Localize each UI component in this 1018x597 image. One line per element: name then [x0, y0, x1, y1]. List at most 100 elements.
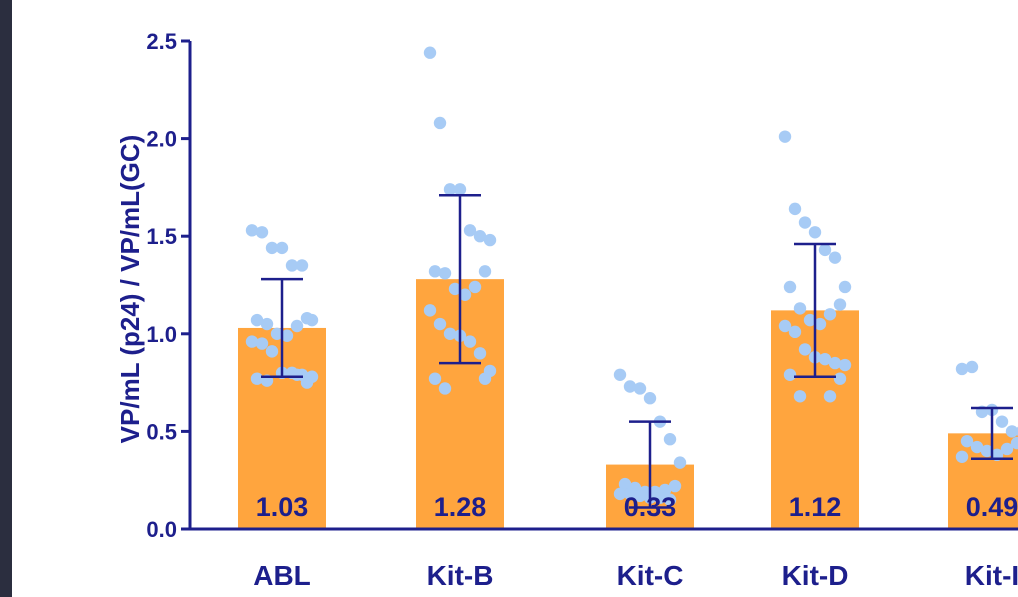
data-point: [788, 325, 802, 339]
data-point: [438, 382, 452, 395]
data-point: [783, 280, 797, 294]
data-point: [818, 352, 832, 366]
data-point: [623, 380, 637, 393]
data-point: [818, 243, 832, 257]
data-point: [428, 372, 442, 385]
data-point: [663, 493, 677, 506]
data-point: [1005, 425, 1018, 438]
data-point: [280, 329, 294, 342]
data-point: [245, 224, 259, 237]
data-point: [955, 362, 969, 376]
data-point: [438, 267, 452, 280]
data-point: [995, 415, 1009, 428]
data-point: [250, 313, 264, 327]
data-point: [473, 347, 487, 360]
data-point: [663, 433, 677, 446]
data-point: [803, 313, 817, 327]
data-point: [965, 360, 979, 374]
data-point: [643, 392, 657, 405]
data-point: [473, 230, 487, 243]
data-point: [813, 317, 827, 331]
data-point: [255, 226, 269, 239]
data-point: [838, 358, 852, 372]
y-tick-label: 0.0: [146, 517, 177, 542]
y-tick-label: 0.5: [146, 419, 177, 444]
data-point: [668, 479, 682, 493]
data-point: [1010, 436, 1018, 450]
data-point: [433, 116, 447, 130]
y-tick-label: 2.5: [146, 29, 177, 54]
data-point: [633, 382, 647, 395]
data-point: [255, 337, 269, 350]
data-point: [788, 202, 802, 216]
data-point: [980, 444, 994, 458]
chart-panel: VP/mL (p24) / VP/mL(GC) 1.03 1.28 0.33 1.12 0…: [12, 0, 1018, 597]
data-point: [970, 440, 984, 454]
data-point: [433, 317, 447, 331]
data-point: [960, 434, 974, 448]
data-point: [478, 372, 492, 385]
data-point: [613, 487, 627, 501]
data-point: [778, 319, 792, 333]
data-point: [260, 317, 274, 331]
bar-value-label-2: 0.33: [624, 492, 677, 522]
data-point: [453, 183, 467, 196]
y-tick-label: 1.5: [146, 224, 177, 249]
bar-value-label-0: 1.03: [256, 492, 309, 522]
data-point: [793, 390, 807, 403]
y-tick-label: 1.0: [146, 322, 177, 347]
data-point: [613, 368, 627, 381]
category-label-0: ABL: [253, 560, 311, 591]
data-point: [463, 335, 477, 348]
data-point: [483, 233, 497, 247]
data-point: [468, 280, 482, 294]
data-point: [423, 304, 437, 317]
y-tick-label: 2.0: [146, 127, 177, 152]
bar-value-label-1: 1.28: [434, 492, 487, 522]
data-point: [1000, 442, 1014, 456]
data-point: [265, 241, 279, 255]
data-point: [423, 46, 437, 59]
data-point: [250, 372, 264, 385]
data-point: [783, 368, 797, 381]
data-point: [793, 302, 807, 315]
data-point: [245, 335, 259, 348]
data-point: [673, 456, 687, 469]
bar-value-label-4: 0.49: [966, 492, 1018, 522]
data-point: [295, 259, 309, 272]
data-point: [443, 183, 457, 196]
data-point: [798, 216, 812, 229]
data-point: [478, 265, 492, 278]
data-point: [653, 491, 667, 504]
data-point: [828, 356, 842, 370]
data-point: [633, 489, 647, 503]
data-point: [833, 298, 847, 311]
data-point: [463, 224, 477, 237]
data-point: [823, 390, 837, 403]
data-point: [618, 477, 632, 491]
data-point: [300, 376, 314, 389]
data-point: [300, 311, 314, 325]
data-point: [623, 487, 637, 501]
data-point: [290, 319, 304, 333]
data-point: [1015, 426, 1018, 437]
data-point: [823, 308, 837, 321]
data-point: [270, 327, 284, 340]
data-point: [443, 327, 457, 340]
bar-value-label-3: 1.12: [789, 492, 842, 522]
data-point: [448, 282, 462, 296]
data-point: [778, 130, 792, 143]
data-point: [955, 450, 969, 463]
category-label-1: Kit-B: [427, 560, 494, 591]
data-point: [798, 343, 812, 356]
data-point: [265, 345, 279, 358]
y-axis-title: VP/mL (p24) / VP/mL(GC): [115, 135, 145, 444]
data-point: [458, 288, 472, 301]
data-point: [838, 280, 852, 294]
bar-chart: VP/mL (p24) / VP/mL(GC) 1.03 1.28 0.33 1.12 0…: [115, 29, 1018, 591]
data-point: [290, 368, 304, 381]
data-point: [285, 259, 299, 272]
data-point: [833, 372, 847, 385]
data-point: [828, 251, 842, 264]
category-label-2: Kit-C: [617, 560, 684, 591]
